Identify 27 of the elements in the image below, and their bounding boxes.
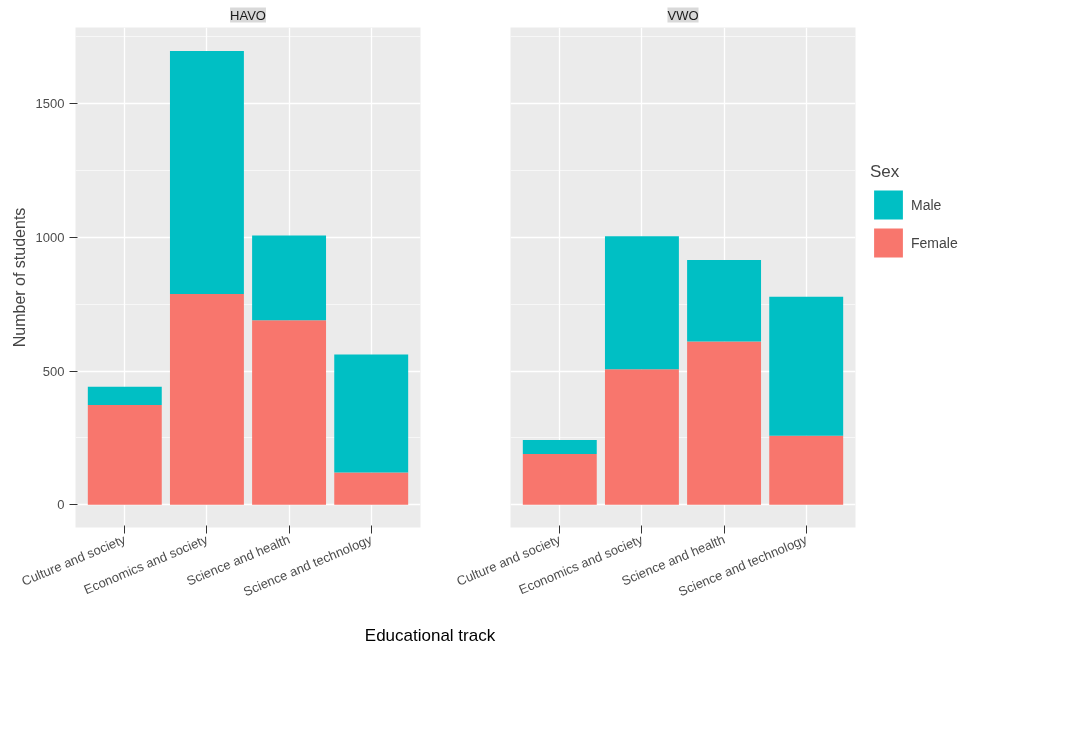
bar xyxy=(604,369,679,505)
bar xyxy=(687,341,762,505)
legend-label: Female xyxy=(911,234,958,251)
bar xyxy=(604,236,679,370)
bar xyxy=(522,453,597,505)
bar xyxy=(87,405,162,505)
bar xyxy=(769,296,844,436)
y-tick-label: 500 xyxy=(42,363,65,379)
chart-title: VWO xyxy=(667,7,699,23)
bar xyxy=(522,440,597,454)
bar xyxy=(87,386,162,406)
bar xyxy=(334,472,409,505)
bar xyxy=(687,260,762,342)
bar xyxy=(169,51,244,295)
legend-label: Male xyxy=(911,196,942,213)
y-axis-title: Number of students xyxy=(10,207,28,348)
bar xyxy=(334,354,409,473)
bar xyxy=(769,435,844,505)
bar xyxy=(252,235,327,321)
bar xyxy=(252,320,327,505)
y-tick-label: 0 xyxy=(57,497,65,513)
y-tick-label: 1500 xyxy=(35,96,65,112)
chart-title: HAVO xyxy=(230,7,266,23)
x-axis-title: Educational track xyxy=(364,625,496,647)
bar xyxy=(169,294,244,505)
y-tick-label: 1000 xyxy=(35,229,65,245)
legend-title: Sex xyxy=(870,161,901,182)
